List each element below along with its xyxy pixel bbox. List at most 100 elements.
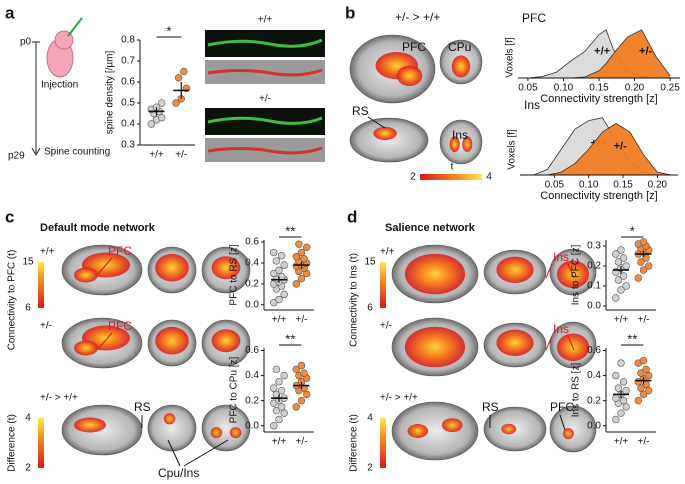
data-point [292,253,300,261]
data-point [280,409,288,417]
y-tick-label: 0.2 [587,261,601,272]
data-point [295,240,303,248]
data-point [642,365,650,374]
data-point [634,274,642,282]
data-point [272,406,281,415]
region-label: RS [482,400,499,414]
data-point [619,272,628,280]
activation [556,260,590,289]
pointer [367,116,386,129]
data-point [303,390,311,399]
y-tick-label: 0.4 [121,119,135,130]
x-tick-label: +/- [638,437,650,448]
y-tick-label: 0.0 [587,301,601,312]
brain [549,405,597,453]
data-point [622,386,630,395]
y-axis-label: Ins to RS [z] [571,363,582,418]
significance-label: * [630,223,635,238]
pointer [167,439,181,467]
y-axis-label: Ins to PFC [z] [571,244,582,305]
x-tick-label: 0.10 [579,180,599,191]
timeline-arrow [31,147,41,157]
series-label: +/- [614,141,627,153]
brain [201,404,251,452]
x-tick-label: 0.15 [613,180,633,191]
data-point [297,361,306,370]
pointer [183,439,229,467]
colorbar-label: 15 [364,257,376,268]
timeline-label: p29 [8,151,25,162]
y-tick-label: 0.0 [245,420,259,431]
data-point [174,74,183,82]
x-tick-label: 0.20 [648,180,668,191]
pointer [559,414,566,431]
data-point [612,250,620,258]
activation [229,427,242,439]
colorbar-label: 4 [25,413,31,424]
data-point [275,415,283,424]
colorbar-label: 6 [367,303,373,314]
x-tick-label: 0.10 [554,83,574,94]
activation [155,326,189,355]
data-point [297,248,306,257]
x-tick-label: 0.25 [660,83,680,94]
y-axis-label: Voxels [f] [505,37,516,78]
data-point [297,396,306,405]
y-tick-label: 0.6 [121,77,135,88]
data-point [612,294,620,302]
activation [449,136,460,153]
data-point [270,384,278,392]
step-label: Spine counting [44,147,110,158]
pointer [97,332,113,350]
x-axis-label: Connectivity strength [z] [540,93,657,105]
activation [211,256,241,280]
x-tick-label: +/+ [272,315,287,326]
activation [396,65,423,87]
data-point [270,422,278,430]
region-label: Cpu/Ins [158,466,199,480]
y-tick-label: 0.6 [245,345,259,356]
activation [373,126,397,140]
panel-letter: b [345,3,355,22]
significance-label: ** [285,331,295,346]
x-tick-label: +/+ [614,315,629,326]
activation [74,267,98,283]
x-tick-label: +/- [296,437,308,448]
data-point [637,369,645,377]
activation [211,329,241,353]
reconstruction [207,146,323,155]
data-point [614,276,623,284]
density-area [533,123,672,175]
colorbar-title: Connectivity to Ins (t) [349,253,360,347]
activation [441,418,463,433]
colorbar-label: 2 [367,463,373,474]
data-point [158,99,166,107]
panel-title: Default mode network [40,222,156,234]
activation [155,253,189,282]
y-tick-label: 0.4 [245,370,259,381]
data-point [639,238,648,246]
data-point [292,365,300,374]
data-point [639,390,648,399]
data-point [617,286,625,294]
colorbar-label: 4 [486,172,492,183]
row-label: +/+ [40,247,55,258]
y-tick-label: 0.2 [245,279,259,290]
data-point [172,99,180,107]
y-tick-label: 0.1 [587,281,601,292]
data-point [637,258,645,266]
colorbar-title: Connectivity to PFC (t) [7,250,18,351]
data-point [292,403,300,411]
data-point [612,371,620,380]
colorbar-title: Difference (t) [349,414,360,472]
y-tick-label: 0.3 [587,241,601,252]
series-label: +/+ [594,45,610,57]
y-tick-label: 0.8 [121,35,135,46]
activation [74,340,98,356]
activation [501,423,517,435]
row-label: +/- > +/+ [40,393,78,404]
data-point [147,120,156,128]
y-tick-label: 0.7 [121,56,135,67]
dendrite [207,116,323,125]
row-label: +/- [40,321,52,332]
